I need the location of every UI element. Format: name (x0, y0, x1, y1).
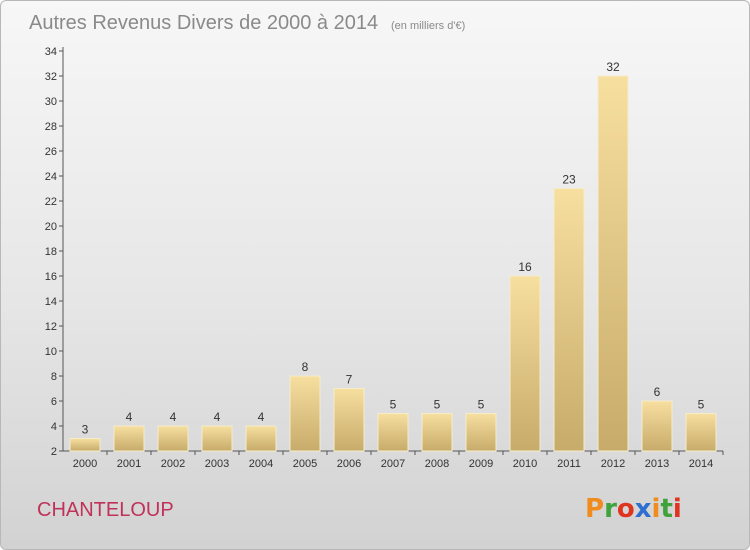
y-tick-label: 20 (45, 221, 57, 233)
y-tick-label: 26 (45, 146, 57, 158)
x-tick-label: 2004 (249, 458, 273, 470)
y-tick-label: 6 (51, 396, 57, 408)
bar (333, 388, 365, 452)
bar-value-label: 8 (302, 360, 309, 374)
x-tick-label: 2005 (293, 458, 317, 470)
bar (597, 75, 629, 452)
y-tick-label: 4 (51, 421, 57, 433)
bar (421, 413, 453, 452)
y-tick-label: 30 (45, 96, 57, 108)
x-tick-label: 2006 (337, 458, 361, 470)
y-tick-label: 22 (45, 196, 57, 208)
y-tick-label: 16 (45, 271, 57, 283)
bar (553, 188, 585, 452)
plot-area: 2468101214161820222426283032343200042001… (45, 46, 724, 470)
chart-title: Autres Revenus Divers de 2000 à 2014 (29, 12, 378, 34)
x-tick-label: 2007 (381, 458, 405, 470)
bar-value-label: 4 (214, 410, 221, 424)
x-tick-label: 2003 (205, 458, 229, 470)
commune-name: CHANTELOUP (37, 499, 174, 521)
bar (377, 413, 409, 452)
bar-value-label: 4 (258, 410, 265, 424)
proxiti-logo: Proxiti (585, 494, 682, 524)
y-tick-label: 10 (45, 346, 57, 358)
x-tick-label: 2001 (117, 458, 141, 470)
bar-value-label: 5 (698, 398, 705, 412)
bar-value-label: 5 (434, 398, 441, 412)
y-tick-label: 34 (45, 46, 57, 58)
bar-value-label: 4 (126, 410, 133, 424)
y-tick-label: 2 (51, 446, 57, 458)
proxiti-logo-text: Proxiti (585, 494, 682, 524)
y-tick-label: 18 (45, 246, 57, 258)
bar (201, 425, 233, 452)
bar-value-label: 4 (170, 410, 177, 424)
x-tick-label: 2012 (601, 458, 625, 470)
x-tick-label: 2011 (557, 458, 581, 470)
bar (245, 425, 277, 452)
bar-value-label: 32 (606, 60, 620, 74)
y-tick-label: 8 (51, 371, 57, 383)
y-tick-label: 14 (45, 296, 57, 308)
y-tick-label: 12 (45, 321, 57, 333)
x-tick-label: 2014 (689, 458, 713, 470)
x-tick-label: 2009 (469, 458, 493, 470)
bar-value-label: 6 (654, 385, 661, 399)
bar (69, 438, 101, 452)
bar-value-label: 16 (518, 260, 532, 274)
bar (113, 425, 145, 452)
x-tick-label: 2013 (645, 458, 669, 470)
bar-value-label: 7 (346, 373, 353, 387)
x-tick-label: 2002 (161, 458, 185, 470)
bar-value-label: 23 (562, 173, 576, 187)
x-tick-label: 2010 (513, 458, 537, 470)
bar (685, 413, 717, 452)
x-tick-label: 2000 (73, 458, 97, 470)
y-tick-label: 32 (45, 71, 57, 83)
bar (465, 413, 497, 452)
y-tick-label: 28 (45, 121, 57, 133)
bar (289, 375, 321, 452)
chart-subtitle: (en milliers d'€) (391, 20, 465, 32)
bar-value-label: 5 (478, 398, 485, 412)
x-tick-label: 2008 (425, 458, 449, 470)
y-tick-label: 24 (45, 171, 57, 183)
bar (509, 275, 541, 452)
bar (157, 425, 189, 452)
bar-value-label: 3 (82, 423, 89, 437)
bar (641, 400, 673, 452)
bar-value-label: 5 (390, 398, 397, 412)
